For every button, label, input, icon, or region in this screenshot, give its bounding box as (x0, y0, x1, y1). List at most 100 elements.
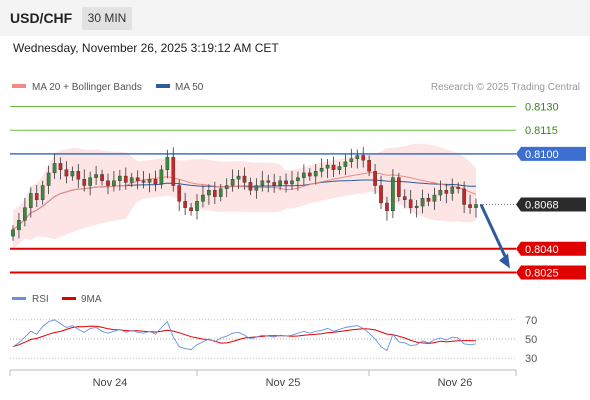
research-credit: Research © 2025 Trading Central (431, 82, 580, 93)
candle-body (153, 179, 158, 185)
price-level-tag-0.8100 (516, 146, 586, 161)
ma20-legend-label: MA 20 + Bollinger Bands (32, 82, 142, 93)
candle-body (444, 190, 449, 194)
candle-body (296, 177, 300, 182)
forecast-arrow (479, 203, 510, 269)
candle-body (224, 185, 229, 189)
candle-body (343, 161, 348, 167)
time-tick-label-nov-26: Nov 26 (438, 377, 473, 389)
candle-body (391, 177, 395, 212)
time-axis-ticks: Nov 24 Nov 25 Nov 26 (9, 370, 517, 389)
rsi-ma-line (12, 325, 477, 348)
candle-body (361, 155, 366, 161)
price-level-label-0.8068: 0.8068 (525, 200, 559, 212)
candle-body (147, 179, 152, 183)
candle-body (337, 166, 342, 170)
price-level-label-0.8115: 0.8115 (525, 125, 558, 137)
candle-body (266, 180, 271, 183)
candle-body (432, 194, 437, 202)
candle-body (52, 163, 57, 174)
candle-body (135, 177, 140, 182)
price-level-label-0.8040: 0.8040 (525, 244, 559, 256)
candle-body (94, 174, 98, 178)
candle-body (112, 180, 116, 186)
candle-body (468, 204, 472, 208)
candle-body (373, 171, 377, 186)
price-level-tag-0.8040 (516, 241, 586, 256)
candle-body (218, 188, 223, 197)
candle-body (64, 169, 69, 177)
candle-body (76, 171, 81, 180)
price-level-label-0.8130: 0.8130 (525, 102, 559, 114)
rsi-pane: 70 50 30 (10, 315, 537, 365)
candle-body (195, 201, 199, 212)
candle-body (129, 177, 134, 183)
candle-body (11, 229, 15, 237)
rsi-legend-swatch (12, 297, 26, 300)
candle-body (165, 156, 170, 170)
candle-body (201, 194, 205, 202)
rsi-tick-label-70: 70 (525, 315, 537, 327)
candle-body (58, 163, 63, 170)
symbol-title: USD/CHF (10, 10, 73, 26)
candle-body (290, 180, 294, 185)
candle-body (82, 179, 87, 186)
candle-body (302, 172, 306, 178)
candle-body (402, 196, 407, 200)
candle-body (141, 180, 146, 183)
candle-body (242, 175, 247, 183)
candle-body (307, 172, 312, 177)
time-tick-label-nov-25: Nov 25 (266, 377, 301, 389)
candle-body (159, 169, 164, 185)
candle-body (88, 177, 92, 186)
rsi-line (12, 319, 477, 352)
candle-body (367, 160, 371, 172)
candle-body (236, 175, 241, 180)
candle-body (70, 171, 75, 177)
candle-body (474, 204, 478, 208)
candle-body (319, 167, 324, 172)
candle-body (34, 193, 39, 200)
candle-body (100, 174, 104, 182)
ma50-legend-label: MA 50 (175, 82, 204, 93)
ma50-legend-swatch (156, 84, 170, 88)
candle-body (171, 156, 176, 186)
candle-body (313, 171, 318, 177)
forecast-arrow-head (499, 253, 510, 269)
candle-body (456, 186, 461, 189)
candle-body (28, 193, 33, 208)
rsi-tick-label-50: 50 (525, 334, 537, 346)
candle-body (40, 185, 45, 200)
chart-header: USD/CHF 30 MIN (0, 0, 590, 36)
rsi-ma-legend-swatch (62, 297, 76, 300)
candle-body (438, 190, 443, 196)
candle-body (397, 177, 401, 197)
candle-body (230, 179, 235, 186)
bollinger-bands (13, 143, 476, 249)
candle-body (189, 207, 193, 212)
candle-body (331, 164, 336, 170)
price-level-label-0.8100: 0.8100 (525, 149, 559, 161)
price-level-label-0.8025: 0.8025 (525, 268, 559, 280)
price-levels (10, 106, 516, 274)
timeframe-button[interactable]: 30 MIN (82, 7, 132, 30)
candle-body (118, 175, 122, 182)
candle-body (177, 185, 182, 202)
rsi-legend-label: RSI (32, 294, 49, 305)
rsi-ma-legend-label: 9MA (81, 294, 102, 305)
candle-body (272, 182, 277, 186)
candle-body (278, 180, 282, 186)
candle-body (355, 155, 360, 159)
candle-body (349, 158, 354, 163)
candle-body (284, 180, 288, 185)
chart-datetime: Wednesday, November 26, 2025 3:19:12 AM … (13, 41, 279, 55)
candle-body (426, 197, 431, 202)
candle-body (248, 182, 253, 191)
candle-body (420, 197, 425, 207)
bollinger-band-area (13, 143, 476, 249)
candle-body (408, 199, 413, 208)
candle-body (23, 207, 27, 221)
candle-body (207, 190, 211, 196)
rsi-tick-label-30: 30 (525, 353, 537, 365)
